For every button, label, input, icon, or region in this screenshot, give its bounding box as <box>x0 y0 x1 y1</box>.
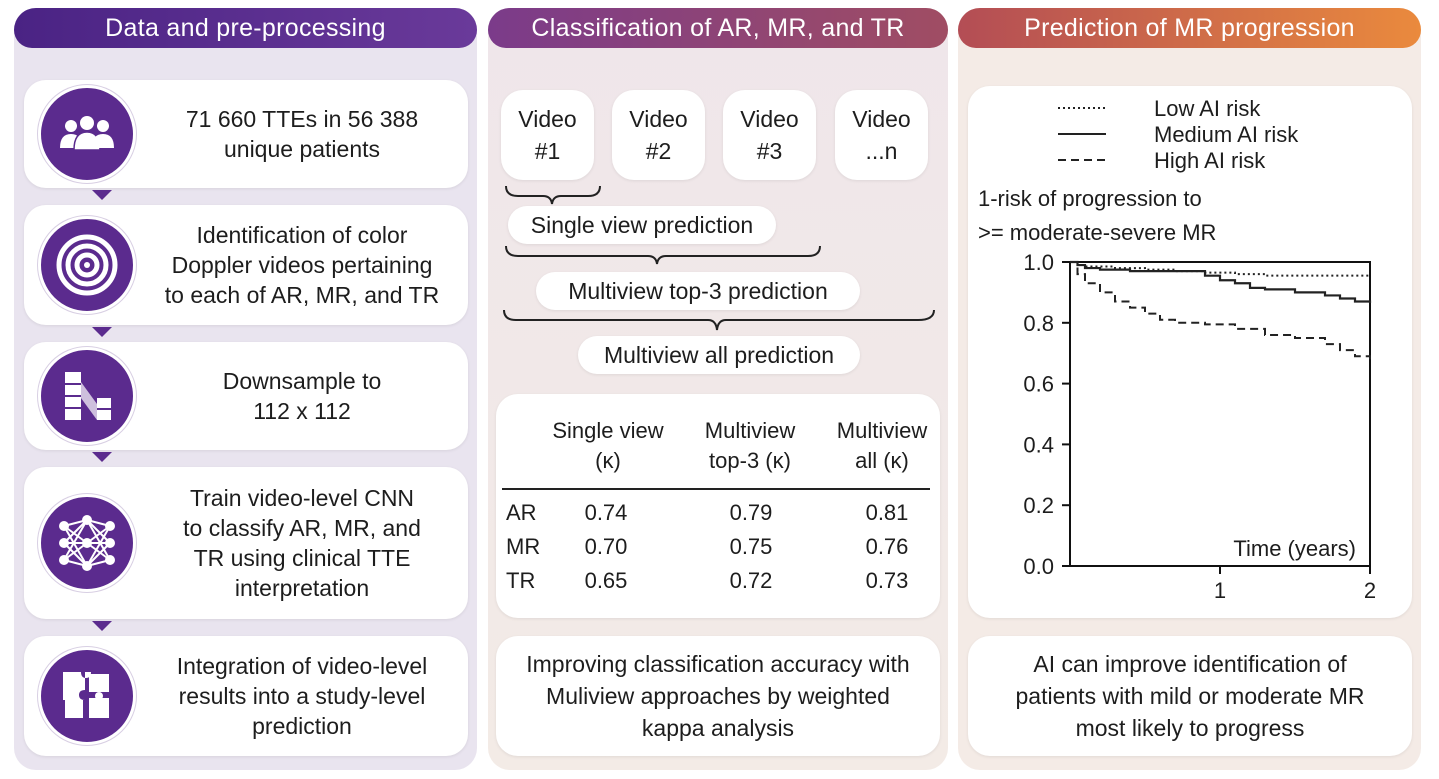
video-box: Video #1 <box>501 90 594 180</box>
panel-title: Prediction of MR progression <box>958 8 1421 48</box>
video-box: Video #2 <box>612 90 705 180</box>
down-arrow-icon <box>92 327 112 337</box>
classification-summary: Improving classification accuracy with M… <box>496 636 940 756</box>
multiview-all-label: Multiview all prediction <box>578 336 860 374</box>
neural-network-icon <box>38 494 136 592</box>
data-preprocessing-panel: Data and pre-processing 71 660 TTEs in 5… <box>14 8 477 770</box>
step-text: Train video-level CNN to classify AR, MR… <box>183 485 421 601</box>
prediction-summary: AI can improve identification of patient… <box>968 636 1412 756</box>
multiview-top3-label: Multiview top-3 prediction <box>536 272 860 310</box>
step-card: Downsample to 112 x 112 <box>24 342 468 450</box>
legend-label: Medium AI risk <box>1154 122 1299 147</box>
y-axis-label-line2: >= moderate-severe MR <box>978 220 1216 245</box>
step-card: Train video-level CNN to classify AR, MR… <box>24 467 468 619</box>
step-card: Identification of color Doppler videos p… <box>24 205 468 325</box>
down-arrow-icon <box>92 452 112 462</box>
video-box: Video #3 <box>723 90 816 180</box>
chart-axes <box>1069 261 1371 567</box>
y-tick-label: 1.0 <box>1023 250 1054 275</box>
down-arrow-icon <box>92 190 112 200</box>
step-text: Downsample to 112 x 112 <box>222 368 382 424</box>
step-text: Identification of color Doppler videos p… <box>164 222 440 308</box>
chart-series <box>1070 260 1372 360</box>
down-arrow-icon <box>92 621 112 631</box>
panel-title: Data and pre-processing <box>14 8 477 48</box>
y-tick-label: 0.0 <box>1023 554 1054 579</box>
classification-panel: Classification of AR, MR, and TR Video #1… <box>488 8 948 770</box>
legend-label: High AI risk <box>1154 148 1266 173</box>
step-card: 71 660 TTEs in 56 388 unique patients <box>24 80 468 188</box>
y-tick-label: 0.4 <box>1023 432 1054 457</box>
plot-frame <box>1069 261 1371 567</box>
kappa-table: Single view (κ) Multiview top-3 (κ) Mult… <box>496 394 940 618</box>
legend-label: Low AI risk <box>1154 96 1261 121</box>
y-tick-label: 0.2 <box>1023 493 1054 518</box>
series-line-solid <box>1070 260 1372 304</box>
col-header: Single view (κ) <box>552 418 664 473</box>
km-chart-card: Low AI risk Medium AI risk High AI risk 1-… <box>968 86 1412 618</box>
step-text: 71 660 TTEs in 56 388 unique patients <box>185 106 419 162</box>
table-rule <box>502 488 930 490</box>
prediction-panel: Prediction of MR progression Low AI risk… <box>958 8 1421 770</box>
series-line-dashed <box>1070 261 1371 360</box>
step-text: Integration of video-level results into … <box>176 653 428 739</box>
downsample-icon <box>38 347 136 445</box>
x-axis-label: Time (years) <box>1233 536 1356 561</box>
y-tick-label: 0.6 <box>1023 372 1054 397</box>
video-box: Video ...n <box>835 90 928 180</box>
x-tick-label: 2 <box>1364 578 1376 603</box>
y-axis-label-line1: 1-risk of progression to <box>978 186 1202 211</box>
chart-ticks: 0.0 0.2 0.4 0.6 0.8 1.0 1 2 <box>1023 250 1376 603</box>
col-header: Multiview all (κ) <box>836 418 928 473</box>
people-icon <box>38 85 136 183</box>
x-tick-label: 1 <box>1214 578 1226 603</box>
panel-title: Classification of AR, MR, and TR <box>488 8 948 48</box>
brace-group <box>503 185 935 331</box>
puzzle-icon <box>38 647 136 745</box>
col-header: Multiview top-3 (κ) <box>704 418 796 473</box>
single-view-label: Single view prediction <box>508 206 776 244</box>
y-tick-label: 0.8 <box>1023 311 1054 336</box>
step-card: Integration of video-level results into … <box>24 636 468 756</box>
concentric-rings-icon <box>38 216 136 314</box>
